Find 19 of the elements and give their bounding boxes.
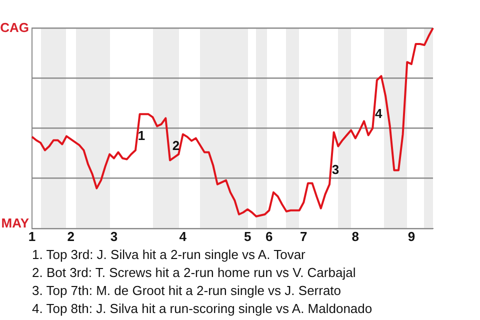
x-tick-label: 4 [179, 228, 188, 244]
x-tick-label: 3 [110, 228, 118, 244]
text: MAY [1, 215, 30, 230]
x-tick-label: 1 [28, 228, 36, 244]
x-tick-label: 9 [408, 228, 416, 244]
x-tick-label: 2 [67, 228, 74, 244]
annotation: 3 [332, 162, 340, 177]
x-tick-label: 5 [244, 228, 252, 244]
text: 3. Top 7th: M. de Groot hit a 2-run single vs J. Serrato [32, 282, 342, 300]
text: CAG [0, 20, 29, 36]
x-tick-label: 6 [266, 228, 273, 244]
annotation: 2 [172, 138, 180, 153]
text: 4. Top 8th: J. Silva hit a run-scoring single vs A. Maldonado [32, 300, 372, 318]
text: 1. Top 3rd: J. Silva hit a 2-run single vs A. Tovar [32, 246, 306, 264]
text: 2. Bot 3rd: T. Screws hit a 2-run home run vs V. Carbajal [32, 264, 357, 282]
annotation: 1 [138, 128, 146, 143]
x-tick-label: 7 [300, 228, 308, 244]
annotation: 4 [375, 106, 384, 121]
x-tick-label: 8 [352, 228, 360, 244]
